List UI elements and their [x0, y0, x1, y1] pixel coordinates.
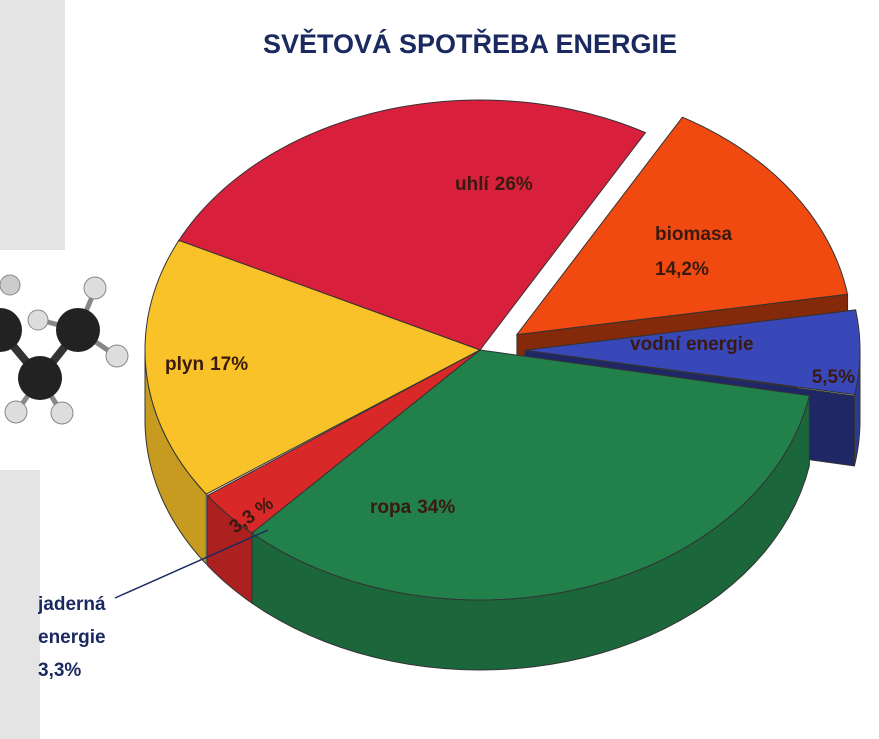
category-label: vodní energie — [630, 334, 754, 355]
category-label: uhlí — [455, 174, 489, 195]
slice-label: uhlí 26% — [455, 174, 533, 195]
value-label: 26% — [495, 174, 533, 195]
chart-title: SVĚTOVÁ SPOTŘEBA ENERGIE — [263, 28, 677, 59]
value-label: 14,2% — [655, 259, 709, 280]
value-label: 34% — [417, 497, 455, 518]
category-label: ropa — [370, 497, 412, 518]
value-label: 5,5% — [812, 367, 855, 388]
category-label: jaderná energie — [38, 588, 128, 654]
category-label: biomasa — [655, 224, 733, 245]
value-label: 3,3% — [38, 654, 148, 687]
value-label: 17% — [210, 354, 248, 375]
category-label: plyn — [165, 354, 204, 375]
chart: SVĚTOVÁ SPOTŘEBA ENERGIE uhlí 26% biomasa 1… — [0, 0, 879, 739]
side-panel — [0, 0, 65, 250]
side-panel — [0, 470, 40, 739]
